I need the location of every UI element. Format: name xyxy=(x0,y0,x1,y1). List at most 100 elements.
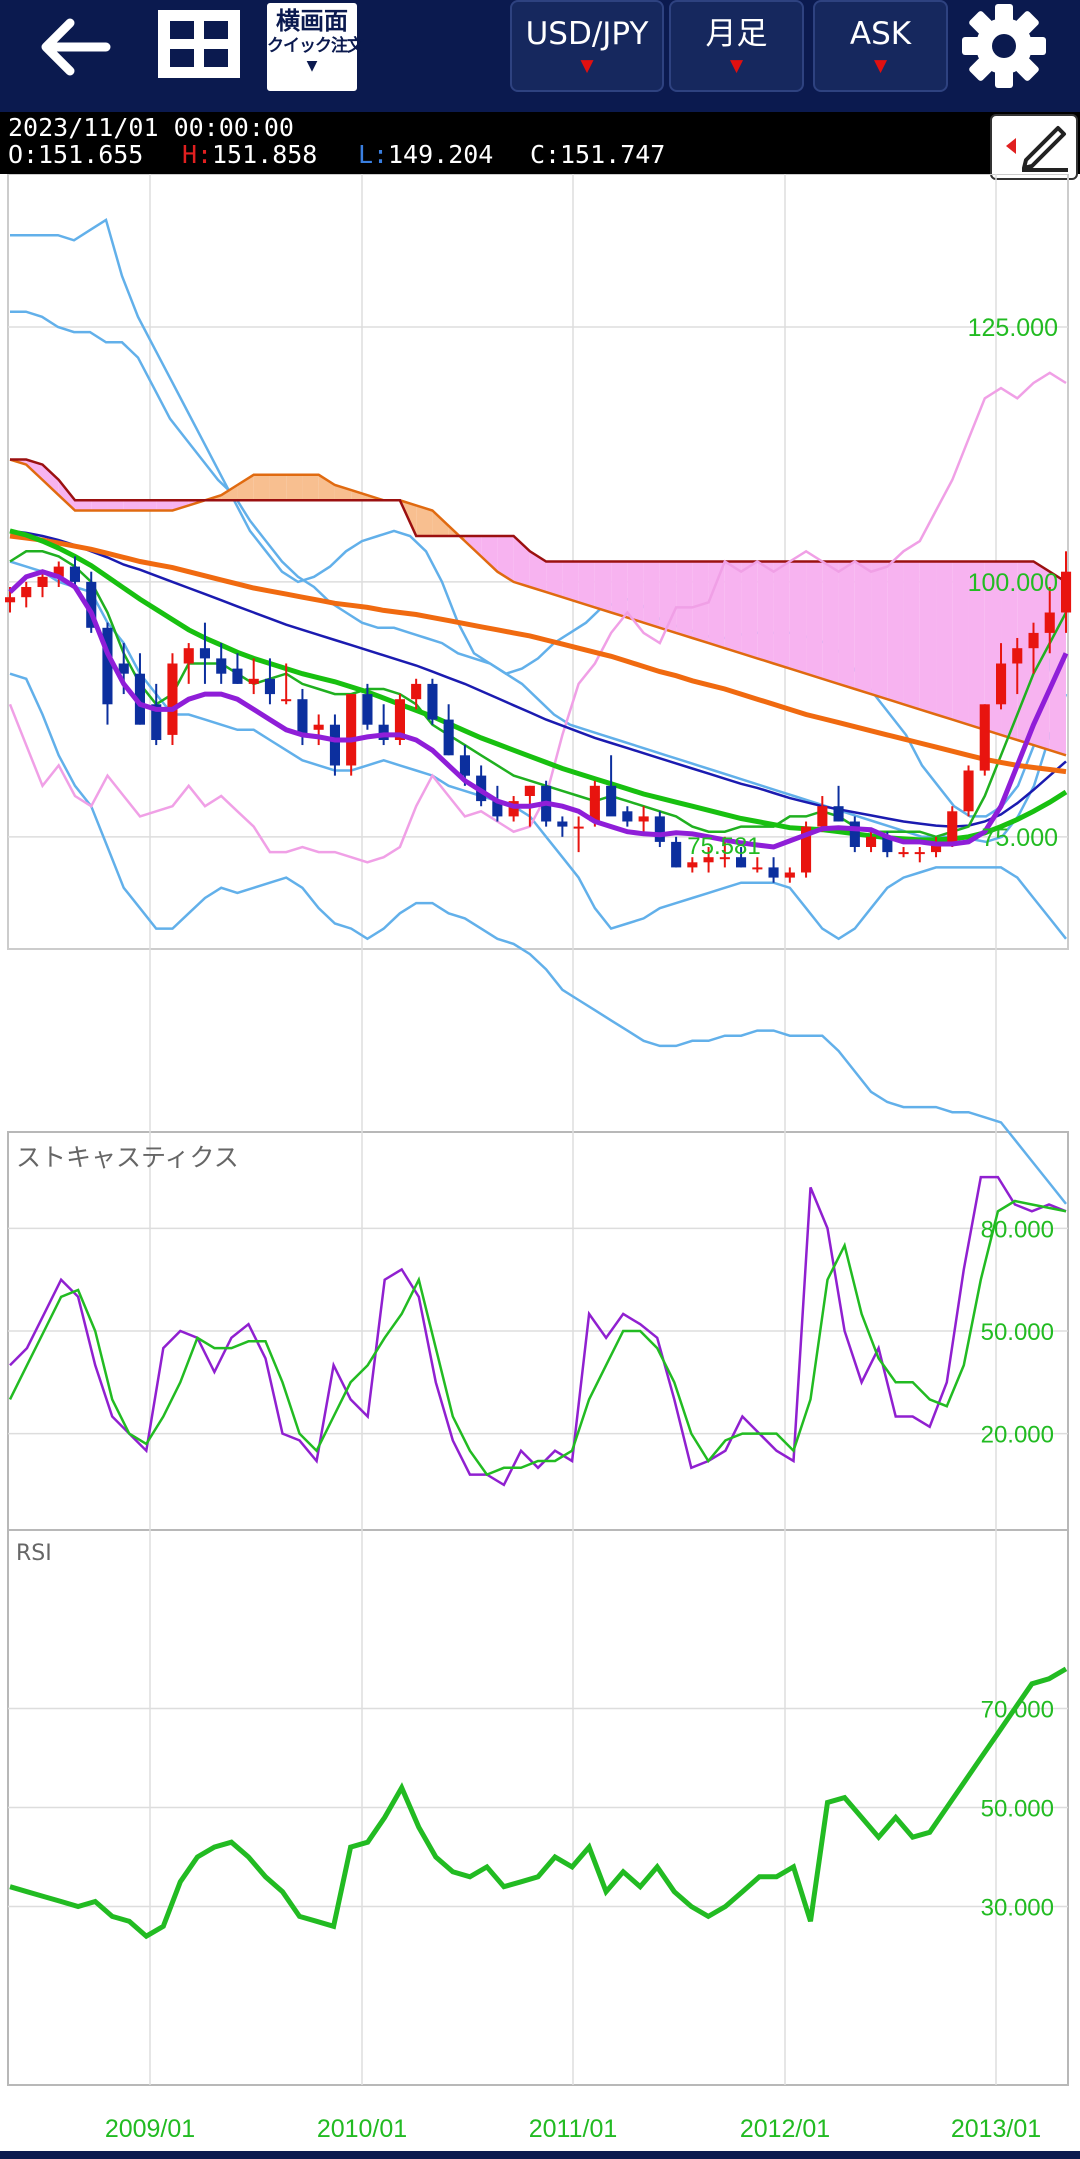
bottom-strip xyxy=(0,2151,1080,2159)
rsi-panel-title: RSI xyxy=(16,1541,52,1566)
y-tick-label: 50.000 xyxy=(981,1796,1054,1823)
candle-body xyxy=(5,597,16,603)
chevron-down-icon: ▼ xyxy=(729,56,744,76)
candle-body xyxy=(313,724,324,730)
candle-body xyxy=(524,785,535,796)
cloud-span-b-line xyxy=(10,458,1067,583)
candle-body xyxy=(947,811,958,842)
candle-body xyxy=(167,663,178,735)
candle-body xyxy=(622,811,633,822)
candle-body xyxy=(248,678,259,684)
candle-body xyxy=(752,867,763,870)
candle-body xyxy=(736,857,747,868)
high-prefix: H: xyxy=(182,140,213,169)
low-prefix: L: xyxy=(358,140,389,169)
quick-order-button[interactable]: 横画面 クイック注文 ▼ xyxy=(264,0,364,94)
settings-button[interactable] xyxy=(956,4,1052,88)
candle-body xyxy=(557,821,568,827)
cloud-segment xyxy=(594,561,612,613)
cloud-segment xyxy=(724,561,742,654)
price-side-select[interactable]: ASK ▼ xyxy=(813,0,948,92)
cloud-segment xyxy=(936,561,953,720)
candle-body xyxy=(86,581,97,628)
cloud-segment xyxy=(58,479,75,511)
open-value: 151.655 xyxy=(38,140,144,169)
cloud-segment xyxy=(611,561,628,618)
candle-body xyxy=(768,867,779,878)
x-tick-label: 2010/01 xyxy=(317,2115,407,2143)
cloud-segment xyxy=(643,561,660,628)
candle-body xyxy=(606,785,617,817)
ma-slow-line xyxy=(9,533,1067,775)
cloud-segment xyxy=(91,500,108,511)
candle-body xyxy=(963,770,974,812)
y-tick-label: 50.000 xyxy=(981,1319,1054,1346)
candle-body xyxy=(232,668,243,684)
cloud-segment xyxy=(1017,561,1034,746)
ma-fast-line xyxy=(8,569,1069,850)
candle-body xyxy=(134,673,145,725)
draw-tool-button[interactable] xyxy=(990,114,1078,180)
stoch-panel-title: ストキャスティクス xyxy=(16,1143,239,1172)
close-prefix: C: xyxy=(530,140,561,169)
candle-body xyxy=(297,699,308,735)
period-select[interactable]: 月足 ▼ xyxy=(669,0,804,92)
cloud-segment xyxy=(822,561,839,684)
x-tick-label: 2009/01 xyxy=(105,2115,195,2143)
cloud-segment xyxy=(854,561,872,695)
candle-body xyxy=(378,724,389,740)
cloud-segment xyxy=(676,561,693,638)
y-tick-label: 80.000 xyxy=(981,1216,1054,1243)
candle-body xyxy=(427,683,438,720)
chart-area[interactable]: 125.000 100.000 75.000 75.581 80.000 50.000 20… xyxy=(0,174,1080,2151)
price-side-label: ASK xyxy=(849,16,912,52)
open-prefix: O: xyxy=(8,140,39,169)
candle-body xyxy=(199,648,210,659)
layout-button[interactable] xyxy=(152,4,246,84)
candle-body xyxy=(53,566,64,577)
bb-mid-dn-line xyxy=(9,560,1067,941)
rsi-line xyxy=(9,1666,1068,1940)
candle-body xyxy=(654,816,665,842)
bb-outer-up-line xyxy=(10,217,1068,818)
close-value: 151.747 xyxy=(560,140,666,169)
candle-body xyxy=(671,841,682,868)
candle-body xyxy=(931,841,942,853)
y-tick-label: 30.000 xyxy=(981,1895,1054,1922)
candle-body xyxy=(589,785,600,822)
cloud-segment xyxy=(659,561,677,633)
lagging-span-line xyxy=(8,371,1067,864)
candle-body xyxy=(411,683,422,700)
cloud-segment xyxy=(416,505,433,537)
candle-body xyxy=(281,699,292,702)
cloud-segment xyxy=(42,464,59,496)
chevron-down-icon: ▼ xyxy=(580,56,594,76)
candle-body xyxy=(1044,612,1055,633)
cloud-segment xyxy=(871,561,888,700)
cloud-segment xyxy=(481,536,498,572)
high-value: 151.858 xyxy=(212,140,318,169)
symbol-select[interactable]: USD/JPY ▼ xyxy=(510,0,664,92)
cloud-segment xyxy=(237,474,254,501)
chevron-down-icon: ▼ xyxy=(873,56,888,76)
back-button[interactable] xyxy=(36,12,116,82)
candle-body xyxy=(508,801,519,817)
cloud-segment xyxy=(432,510,449,537)
candle-body xyxy=(102,627,113,705)
cloud-segment xyxy=(139,500,157,511)
min-price-label: 75.581 xyxy=(687,833,760,860)
bollinger-bands xyxy=(9,217,1068,1205)
candle-body xyxy=(784,872,795,878)
cloud-segment xyxy=(578,561,595,608)
candle-body xyxy=(69,566,80,582)
cloud-segment xyxy=(529,551,547,593)
stoch-k-line xyxy=(9,1175,1067,1487)
arrow-left-icon xyxy=(41,18,111,76)
cloud-segment xyxy=(757,561,774,664)
candle-body xyxy=(216,658,227,674)
cloud-segment xyxy=(253,474,270,501)
candle-body xyxy=(703,857,714,863)
candle-body xyxy=(1028,632,1039,649)
candle-body xyxy=(37,576,48,587)
candles xyxy=(5,551,1072,883)
